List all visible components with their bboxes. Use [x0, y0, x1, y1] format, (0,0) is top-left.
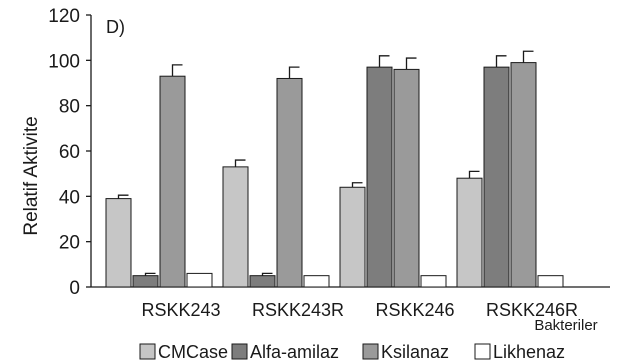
bar-cmcase-rskk243r — [222, 166, 249, 288]
error-bar — [117, 194, 129, 199]
error-bar — [261, 272, 273, 276]
legend-swatch — [474, 343, 491, 360]
bar-cmcase-rskk246r — [456, 177, 483, 288]
category-label: RSKK243 — [141, 300, 220, 320]
error-bar — [378, 55, 390, 68]
bar-likhenaz-rskk246r — [537, 275, 564, 288]
bar-alfa-amilaz-rskk243 — [132, 275, 159, 288]
bar-likhenaz-rskk243 — [186, 272, 213, 288]
category-label: RSKK246 — [375, 300, 454, 320]
y-tick-label: 120 — [48, 6, 80, 27]
legend-label: Ksilanaz — [381, 342, 449, 362]
bar-alfa-amilaz-rskk243r — [249, 275, 276, 288]
bar-alfa-amilaz-rskk246 — [366, 66, 393, 288]
y-tick-label: 0 — [69, 278, 80, 299]
error-bar — [468, 170, 480, 179]
bar-likhenaz-rskk246 — [420, 275, 447, 288]
legend-swatch — [231, 343, 248, 360]
error-bar — [522, 50, 534, 63]
bar-group — [105, 50, 564, 288]
y-tick-label: 60 — [59, 142, 80, 163]
legend-swatch — [362, 343, 379, 360]
y-tick-group: 0 20 40 60 80 100 120 — [48, 6, 91, 299]
error-bar — [351, 182, 363, 188]
y-axis-title: Relatif Aktivite — [21, 116, 42, 235]
error-bar — [495, 55, 507, 68]
y-tick-label: 100 — [48, 51, 80, 72]
y-tick-label: 80 — [59, 97, 80, 118]
legend-label: CMCase — [158, 342, 228, 362]
bar-ksilanaz-rskk243 — [159, 75, 186, 288]
bar-cmcase-rskk243 — [105, 198, 132, 288]
legend-label: Alfa-amilaz — [250, 342, 339, 362]
bar-ksilanaz-rskk246r — [510, 62, 537, 288]
legend: CMCase Alfa-amilaz Ksilanaz Likhenaz — [139, 342, 565, 362]
category-label-group: RSKK243 RSKK243R RSKK246 RSKK246R — [141, 300, 578, 320]
bar-alfa-amilaz-rskk246r — [483, 66, 510, 288]
category-label: RSKK243R — [252, 300, 344, 320]
error-bar — [288, 66, 300, 79]
y-tick-label: 40 — [59, 187, 80, 208]
bar-likhenaz-rskk243r — [303, 275, 330, 288]
y-tick-label: 20 — [59, 233, 80, 254]
error-bar — [171, 64, 183, 77]
panel-label: D) — [106, 17, 125, 37]
legend-label: Likhenaz — [493, 342, 565, 362]
x-axis-title: Bakteriler — [534, 317, 597, 334]
error-bar — [144, 272, 156, 276]
error-bar — [405, 57, 417, 70]
error-bar — [234, 159, 246, 167]
bar-ksilanaz-rskk243r — [276, 77, 303, 288]
category-label: RSKK246R — [486, 300, 578, 320]
legend-swatch — [139, 343, 156, 360]
bar-cmcase-rskk246 — [339, 186, 366, 288]
bar-ksilanaz-rskk246 — [393, 68, 420, 288]
